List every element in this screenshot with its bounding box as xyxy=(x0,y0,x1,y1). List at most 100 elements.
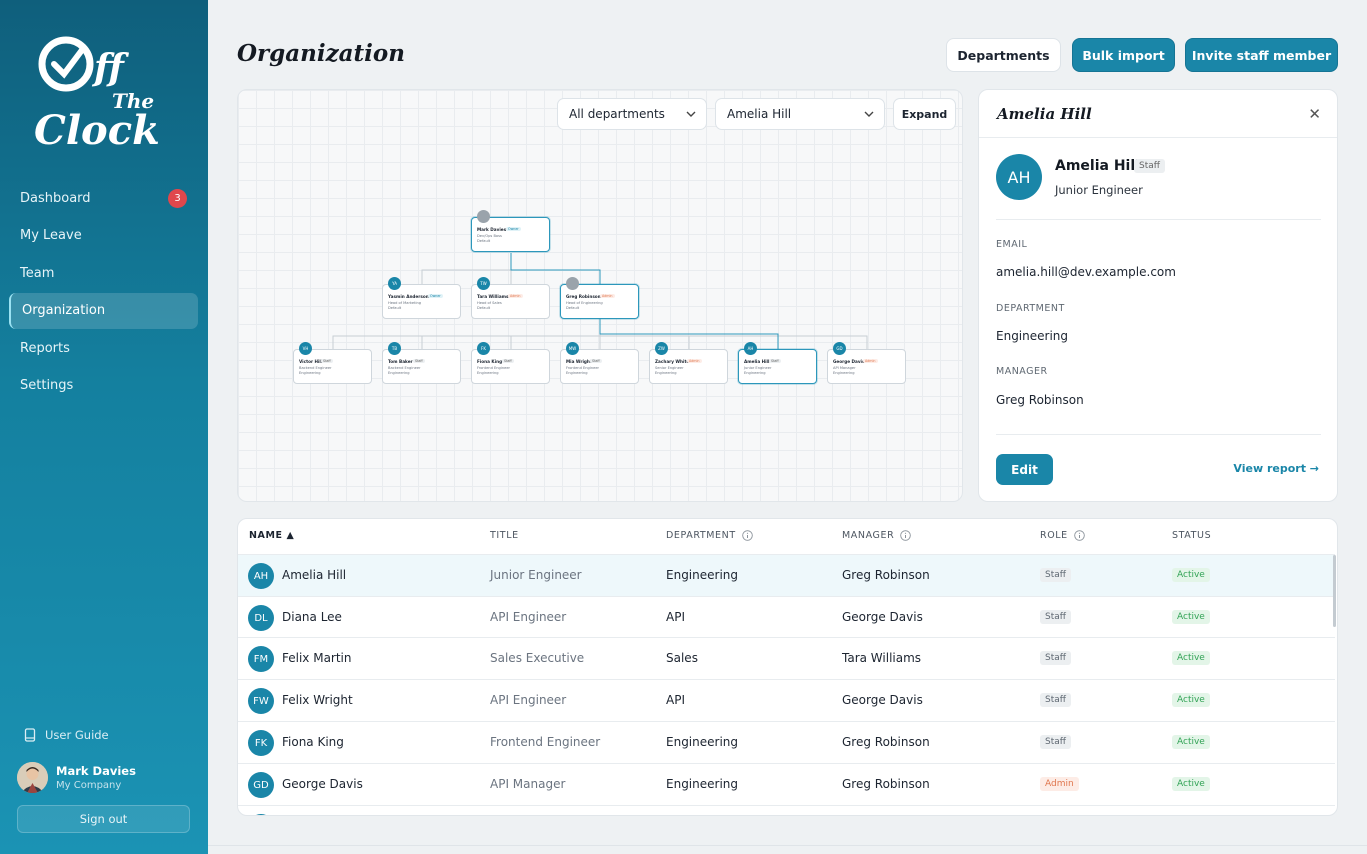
bulk-import-button[interactable]: Bulk import xyxy=(1072,38,1175,72)
sidebar-item-label: Reports xyxy=(20,340,70,356)
org-node-name: Victor Hill xyxy=(299,359,323,364)
staff-detail-panel: Amelia Hill ✕ AH Amelia Hill Staff Junio… xyxy=(978,89,1338,502)
org-node-name: Yasmin Anderson xyxy=(388,294,429,299)
view-report-link[interactable]: View report → xyxy=(1233,462,1319,475)
logo-mark: ff The Clock xyxy=(34,36,160,154)
sidebar-item-dashboard[interactable]: Dashboard 3 xyxy=(9,180,198,216)
org-node-name: Greg Robinson xyxy=(566,294,601,299)
cell-name: Fiona King xyxy=(282,735,344,749)
role-badge: Admin xyxy=(1040,777,1079,791)
org-node-role: Admin xyxy=(508,294,523,298)
org-node-role: Admin xyxy=(687,359,702,363)
org-node[interactable]: YA Yasmin Anderson Owner Head of Marketi… xyxy=(382,277,461,319)
person-filter-select[interactable]: Amelia Hill xyxy=(715,98,885,130)
sidebar-item-my-leave[interactable]: My Leave xyxy=(9,218,198,254)
org-node[interactable]: TW Tara Williams Admin Head of Sales Def… xyxy=(471,277,550,319)
chevron-down-icon xyxy=(686,111,696,117)
org-node[interactable]: FK Fiona King Staff Frontend Engineer En… xyxy=(471,342,550,384)
close-icon[interactable]: ✕ xyxy=(1308,105,1321,123)
org-node-role: Staff xyxy=(321,359,333,363)
table-row[interactable]: FW Felix Wright API Engineer API George … xyxy=(238,679,1335,721)
sidebar-item-settings[interactable]: Settings xyxy=(9,368,198,404)
expand-button[interactable]: Expand xyxy=(893,98,956,130)
table-row[interactable]: DL Diana Lee API Engineer API George Dav… xyxy=(238,596,1335,638)
org-node[interactable]: GD George Davis Admin API Manager Engine… xyxy=(827,342,906,384)
info-icon[interactable] xyxy=(742,530,753,541)
status-badge: Active xyxy=(1172,735,1210,749)
info-icon[interactable] xyxy=(1074,530,1085,541)
table-row[interactable]: GD George Davis API Manager Engineering … xyxy=(238,763,1335,805)
column-header-title[interactable]: TITLE xyxy=(490,530,519,541)
org-node[interactable]: TB Tom Baker Staff Backend Engineer Engi… xyxy=(382,342,461,384)
org-node-dept: Engineering xyxy=(477,371,499,375)
column-header-status[interactable]: STATUS xyxy=(1172,530,1211,541)
detail-name: Amelia Hill xyxy=(1055,158,1140,174)
current-user[interactable]: Mark Davies My Company xyxy=(17,762,136,793)
org-node-dept: Default xyxy=(388,306,402,310)
org-node-dept: Engineering xyxy=(833,371,855,375)
manager-label: MANAGER xyxy=(996,366,1048,377)
org-node[interactable]: MW Mia Wright Staff Frontend Engineer En… xyxy=(560,342,639,384)
sign-out-button[interactable]: Sign out xyxy=(17,805,190,833)
avatar: ZW xyxy=(655,342,668,355)
org-node-role: Staff xyxy=(413,359,425,363)
org-chart-canvas[interactable]: All departments Amelia Hill Expand Mark … xyxy=(237,89,963,502)
column-header-label: DEPARTMENT xyxy=(666,530,736,541)
cell-name: Felix Martin xyxy=(282,651,352,665)
cell-manager: Tara Williams xyxy=(842,651,922,665)
table-row[interactable]: AH Amelia Hill Junior Engineer Engineeri… xyxy=(238,554,1335,596)
org-node-role: Staff xyxy=(590,359,602,363)
column-header-manager[interactable]: MANAGER xyxy=(842,530,912,541)
user-name: Mark Davies xyxy=(56,764,136,778)
cell-manager: George Davis xyxy=(842,693,923,707)
column-header-role[interactable]: ROLE xyxy=(1040,530,1085,541)
email-label: EMAIL xyxy=(996,239,1028,250)
org-node-name: Mark Davies xyxy=(477,227,507,232)
sidebar-item-label: Settings xyxy=(20,378,74,394)
sidebar: ff The Clock Dashboard 3 My Leave Team O… xyxy=(0,0,208,854)
cell-name: Felix Wright xyxy=(282,693,353,707)
org-node[interactable]: ZW Zachary White Admin Senior Engineer E… xyxy=(649,342,728,384)
org-node[interactable]: VH Victor Hill Staff Backend Engineer En… xyxy=(293,342,372,384)
org-node-name: Amelia Hill xyxy=(744,359,770,364)
departments-button[interactable]: Departments xyxy=(946,38,1061,72)
manager-value: Greg Robinson xyxy=(996,393,1084,407)
table-row-partial[interactable] xyxy=(238,805,1335,815)
cell-manager: Greg Robinson xyxy=(842,735,930,749)
department-filter-select[interactable]: All departments xyxy=(557,98,707,130)
org-node-selected[interactable]: AH Amelia Hill Staff Junior Engineer Eng… xyxy=(738,342,817,384)
app-logo[interactable]: ff The Clock xyxy=(30,20,180,160)
org-node[interactable]: Mark Davies Owner Dev/Ops Boss Default xyxy=(471,210,550,252)
org-node[interactable]: Greg Robinson Admin Head of Engineering … xyxy=(560,277,639,319)
edit-button[interactable]: Edit xyxy=(996,454,1053,485)
sidebar-item-reports[interactable]: Reports xyxy=(9,330,198,366)
org-node-dept: Engineering xyxy=(566,371,588,375)
column-header-label: MANAGER xyxy=(842,530,895,541)
org-node-name: George Davis xyxy=(833,359,865,364)
svg-text:ff: ff xyxy=(91,47,129,89)
org-node-role: Staff xyxy=(769,359,781,363)
avatar: VH xyxy=(299,342,312,355)
detail-title: Amelia Hill xyxy=(997,105,1092,123)
user-photo-icon xyxy=(17,762,48,793)
email-value[interactable]: amelia.hill@dev.example.com xyxy=(996,265,1176,279)
info-icon[interactable] xyxy=(900,530,912,541)
cell-department: Sales xyxy=(666,651,698,665)
sidebar-item-organization[interactable]: Organization xyxy=(9,292,198,329)
cell-manager: Greg Robinson xyxy=(842,568,930,582)
avatar xyxy=(17,762,48,793)
org-node-name: Fiona King xyxy=(477,359,503,364)
sidebar-item-label: Organization xyxy=(22,303,106,319)
table-scrollbar[interactable] xyxy=(1333,555,1336,627)
table-row[interactable]: FM Felix Martin Sales Executive Sales Ta… xyxy=(238,637,1335,679)
sidebar-item-label: My Leave xyxy=(20,228,82,244)
column-header-department[interactable]: DEPARTMENT xyxy=(666,530,753,541)
invite-staff-button[interactable]: Invite staff member xyxy=(1185,38,1338,72)
status-badge: Active xyxy=(1172,693,1210,707)
divider xyxy=(208,845,1367,846)
user-guide-label: User Guide xyxy=(45,728,109,742)
user-guide-link[interactable]: User Guide xyxy=(24,728,109,742)
table-row[interactable]: FK Fiona King Frontend Engineer Engineer… xyxy=(238,721,1335,763)
column-header-name[interactable]: NAME ▲ xyxy=(249,530,294,541)
sidebar-item-team[interactable]: Team xyxy=(9,255,198,291)
